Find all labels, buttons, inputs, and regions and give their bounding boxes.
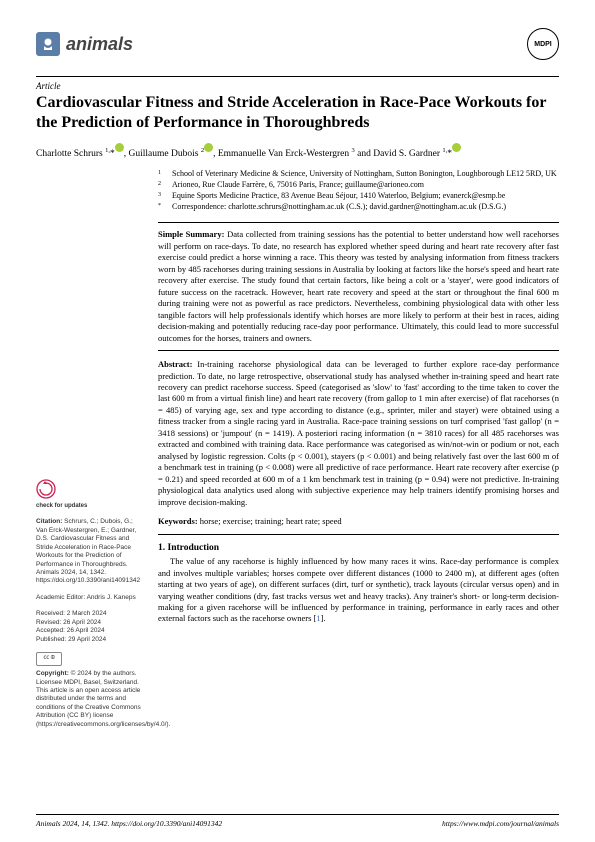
section-heading-intro: 1. Introduction xyxy=(158,543,559,553)
abstract-label: Abstract: xyxy=(158,359,192,369)
article-title: Cardiovascular Fitness and Stride Accele… xyxy=(36,93,559,133)
editor-block: Academic Editor: Andris J. Kaneps xyxy=(36,594,144,602)
copyright-label: Copyright: xyxy=(36,670,69,677)
article-type: Article xyxy=(36,81,559,91)
affiliations: 1School of Veterinary Medicine & Science… xyxy=(158,169,559,212)
affiliation-row: *Correspondence: charlotte.schrurs@notti… xyxy=(158,202,559,213)
simple-summary-label: Simple Summary: xyxy=(158,229,224,239)
check-updates-label: check for updates xyxy=(36,503,144,511)
divider xyxy=(36,76,559,77)
cc-license-icon: ㏄ 🅯 xyxy=(36,652,62,666)
keywords-text: horse; exercise; training; heart rate; s… xyxy=(200,516,342,526)
editor-name: Andris J. Kaneps xyxy=(87,594,136,601)
citation-label: Citation: xyxy=(36,518,62,525)
intro-paragraph: The value of any racehorse is highly inf… xyxy=(158,556,559,625)
page-footer: Animals 2024, 14, 1342. https://doi.org/… xyxy=(36,814,559,828)
affiliation-row: 1School of Veterinary Medicine & Science… xyxy=(158,169,559,180)
simple-summary: Simple Summary: Data collected from trai… xyxy=(158,222,559,351)
editor-label: Academic Editor: xyxy=(36,594,85,601)
abstract-text: In-training racehorse physiological data… xyxy=(158,359,559,507)
footer-left: Animals 2024, 14, 1342. https://doi.org/… xyxy=(36,819,222,828)
date-revised: Revised: 26 April 2024 xyxy=(36,619,144,627)
copyright-block: Copyright: © 2024 by the authors. Licens… xyxy=(36,670,144,729)
check-updates-badge[interactable]: check for updates xyxy=(36,479,144,510)
copyright-text: © 2024 by the authors. Licensee MDPI, Ba… xyxy=(36,670,170,728)
ref-link-1[interactable]: 1 xyxy=(316,613,320,623)
citation-block: Citation: Schrurs, C.; Dubois, G.; Van E… xyxy=(36,518,144,586)
journal-badge: animals xyxy=(36,32,133,56)
dates-block: Received: 2 March 2024 Revised: 26 April… xyxy=(36,610,144,644)
keywords: Keywords: horse; exercise; training; hea… xyxy=(158,516,559,535)
date-accepted: Accepted: 26 April 2024 xyxy=(36,627,144,635)
check-updates-icon xyxy=(36,479,56,499)
sidebar: check for updates Citation: Schrurs, C.;… xyxy=(36,169,144,729)
journal-name: animals xyxy=(66,34,133,55)
affiliation-row: 2Arioneo, Rue Claude Farrère, 6, 75016 P… xyxy=(158,180,559,191)
page-header: animals MDPI xyxy=(36,28,559,60)
journal-icon xyxy=(36,32,60,56)
citation-text: Schrurs, C.; Dubois, G.; Van Erck-Wester… xyxy=(36,518,140,584)
affiliation-row: 3Equine Sports Medicine Practice, 83 Ave… xyxy=(158,191,559,202)
date-published: Published: 29 April 2024 xyxy=(36,636,144,644)
main-column: 1School of Veterinary Medicine & Science… xyxy=(158,169,559,729)
footer-right: https://www.mdpi.com/journal/animals xyxy=(442,819,559,828)
keywords-label: Keywords: xyxy=(158,516,198,526)
abstract: Abstract: In-training racehorse physiolo… xyxy=(158,359,559,508)
simple-summary-text: Data collected from training sessions ha… xyxy=(158,229,559,342)
date-received: Received: 2 March 2024 xyxy=(36,610,144,618)
publisher-badge: MDPI xyxy=(527,28,559,60)
authors-line: Charlotte Schrurs 1,*, Guillaume Dubois … xyxy=(36,143,559,159)
